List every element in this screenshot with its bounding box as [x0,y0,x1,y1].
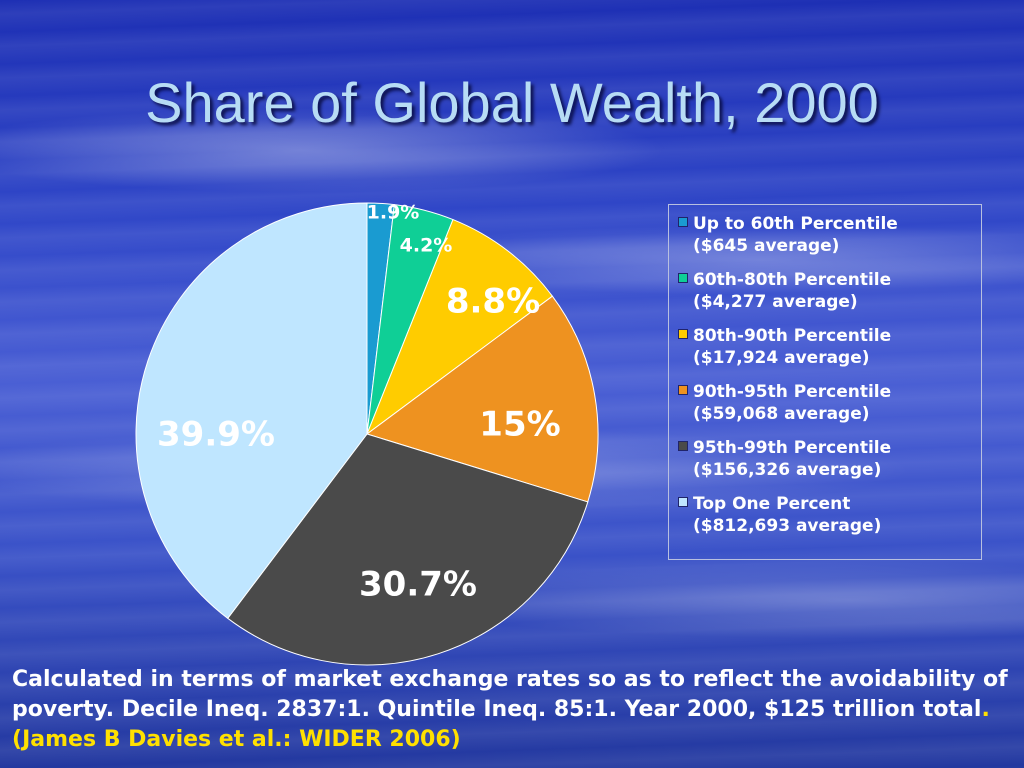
footer-citation: James B Davies et al.: WIDER 2006 [22,727,451,752]
legend-item-60th-80th: 60th-80th Percentile ($4,277 average) [678,269,975,313]
legend-swatch [678,497,688,507]
legend-average: ($645 average) [693,236,840,256]
legend-swatch [678,441,688,451]
slice-label-up-to-60th: 1.9% [367,202,420,224]
legend-item-95th-99th: 95th-99th Percentile ($156,326 average) [678,437,975,481]
legend-item-90th-95th: 90th-95th Percentile ($59,068 average) [678,381,975,425]
chart-legend: Up to 60th Percentile ($645 average) 60t… [668,204,982,560]
slice-label-60th-80th: 4.2% [400,235,453,257]
footer-close-paren: ) [450,727,461,752]
legend-swatch [678,329,688,339]
footer-open-paren: ( [12,727,23,752]
legend-item-up-to-60th: Up to 60th Percentile ($645 average) [678,213,975,257]
legend-average: ($59,068 average) [693,404,870,424]
pie-slice-top-one-percent [135,202,368,620]
footer-text: Calculated in terms of market exchange r… [12,667,1008,722]
legend-label: 60th-80th Percentile [693,270,892,290]
legend-label: Top One Percent [693,494,851,514]
legend-average: ($156,326 average) [693,460,882,480]
legend-average: ($812,693 average) [693,516,882,536]
slice-label-top-one-percent: 39.9% [157,415,275,455]
legend-item-top-one-percent: Top One Percent ($812,693 average) [678,493,975,537]
slice-label-95th-99th: 30.7% [359,565,477,605]
legend-label: 80th-90th Percentile [693,326,892,346]
slice-label-80th-90th: 8.8% [446,282,540,322]
page-title: Share of Global Wealth, 2000 [145,71,879,134]
legend-swatch [678,217,688,227]
legend-swatch [678,385,688,395]
legend-swatch [678,273,688,283]
legend-label: Up to 60th Percentile [693,214,898,234]
footer-note: Calculated in terms of market exchange r… [12,665,1012,755]
pie-slice-90th-95th [365,295,599,503]
legend-item-80th-90th: 80th-90th Percentile ($17,924 average) [678,325,975,369]
slice-label-90th-95th: 15% [479,405,560,445]
legend-average: ($4,277 average) [693,292,858,312]
pie-slice-80th-90th [365,218,554,436]
legend-label: 90th-95th Percentile [693,382,892,402]
legend-label: 95th-99th Percentile [693,438,892,458]
footer-dot: . [981,697,990,722]
pie-slice-95th-99th [227,433,589,666]
legend-average: ($17,924 average) [693,348,870,368]
